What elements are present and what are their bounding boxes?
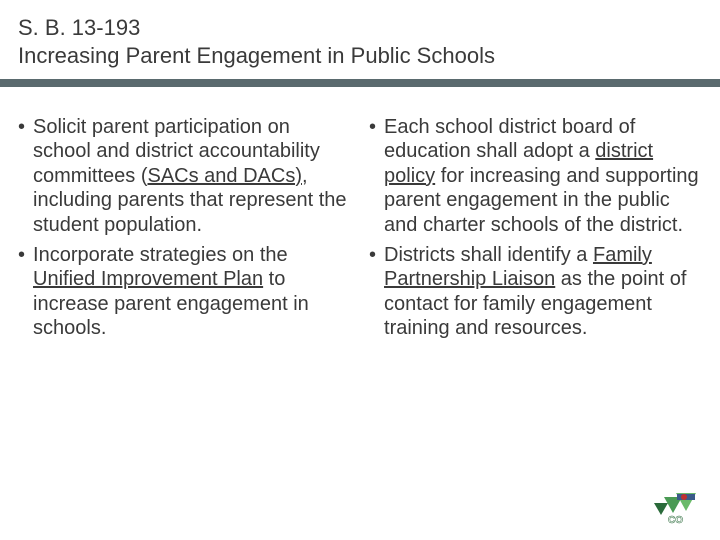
bullet-marker: •	[369, 243, 376, 341]
bullet-text: Each school district board of education …	[384, 115, 702, 237]
bullet-text: Solicit parent participation on school a…	[33, 115, 351, 237]
slide-content: •Solicit parent participation on school …	[0, 87, 720, 347]
bullet-item: •Incorporate strategies on the Unified I…	[18, 243, 351, 341]
bullet-text: Incorporate strategies on the Unified Im…	[33, 243, 351, 341]
state-logo: CO	[646, 483, 702, 530]
svg-text:CO: CO	[668, 515, 683, 525]
text-segment: Districts shall identify a	[384, 244, 593, 266]
bullet-text: Districts shall identify a Family Partne…	[384, 243, 702, 341]
bullet-marker: •	[18, 243, 25, 341]
accent-bar	[0, 79, 720, 87]
bullet-item: •Solicit parent participation on school …	[18, 115, 351, 237]
bullet-marker: •	[18, 115, 25, 237]
header-title-line2: Increasing Parent Engagement in Public S…	[18, 42, 702, 70]
bullet-item: •Districts shall identify a Family Partn…	[369, 243, 702, 341]
bullet-marker: •	[369, 115, 376, 237]
slide-header: S. B. 13-193 Increasing Parent Engagemen…	[0, 0, 720, 77]
header-title-line1: S. B. 13-193	[18, 14, 702, 42]
right-column: •Each school district board of education…	[369, 115, 702, 347]
colorado-logo-icon: CO	[646, 483, 702, 525]
underlined-text: SACs and DACs)	[147, 165, 302, 187]
text-segment: Incorporate strategies on the	[33, 244, 288, 266]
left-column: •Solicit parent participation on school …	[18, 115, 351, 347]
underlined-text: Unified Improvement Plan	[33, 268, 263, 290]
bullet-item: •Each school district board of education…	[369, 115, 702, 237]
